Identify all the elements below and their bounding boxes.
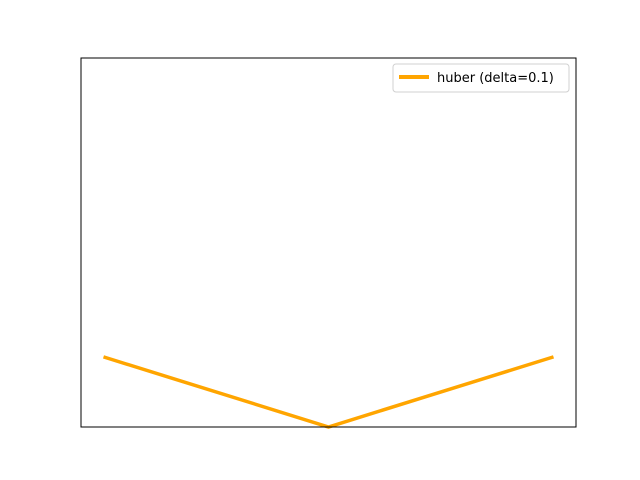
legend-label-huber: huber (delta=0.1) bbox=[437, 71, 554, 86]
plot-frame bbox=[80, 57, 577, 428]
legend: huber (delta=0.1) bbox=[392, 63, 570, 93]
legend-box bbox=[392, 63, 570, 93]
